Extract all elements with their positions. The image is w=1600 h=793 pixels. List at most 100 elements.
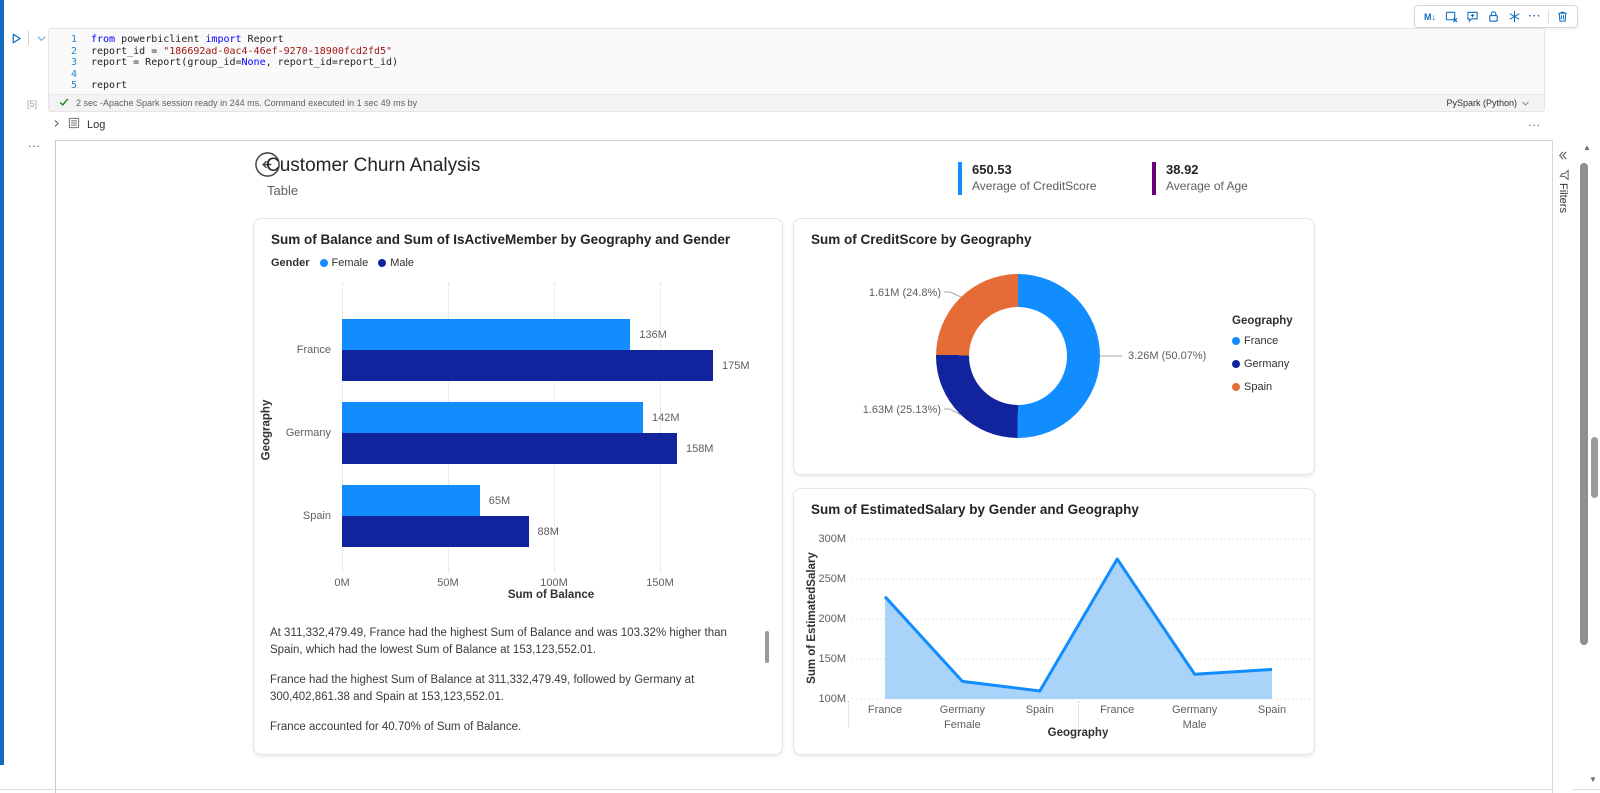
log-list-icon <box>68 117 80 132</box>
code-cell[interactable]: 1 from powerbiclient import Report 2 report… <box>48 28 1545 112</box>
bar-chart-legend: Gender Female Male <box>271 257 414 269</box>
bar-france-male[interactable] <box>342 350 713 381</box>
scroll-down-arrow[interactable]: ▼ <box>1589 775 1597 784</box>
kpi-card-creditscore[interactable]: 650.53 Average of CreditScore <box>958 162 1097 195</box>
x-gridline <box>660 283 661 573</box>
log-label[interactable]: Log <box>87 118 106 131</box>
scroll-up-arrow[interactable]: ▲ <box>1583 143 1591 152</box>
comment-add-icon[interactable] <box>1464 9 1480 25</box>
category-label-germany: Germany <box>285 427 331 439</box>
chevron-down-icon[interactable] <box>1521 99 1530 108</box>
filters-pane-collapsed: Filters <box>1553 140 1573 793</box>
x-category-label: Germany <box>1171 704 1218 716</box>
bar-chart-visual[interactable]: Sum of Balance and Sum of IsActiveMember… <box>253 218 783 755</box>
x-tick-label: 50M <box>437 577 459 589</box>
bar-y-axis-title: Geography <box>260 399 273 461</box>
x-tick-label: 0M <box>334 577 350 589</box>
lock-icon[interactable] <box>1485 9 1501 25</box>
code-line[interactable]: 5 report <box>49 80 1544 92</box>
x-group-label-female: Female <box>944 719 981 731</box>
bar-data-label: 175M <box>722 359 750 372</box>
kpi-label: Average of Age <box>1166 179 1248 193</box>
kpi-label: Average of CreditScore <box>972 179 1097 193</box>
bar-spain-female[interactable] <box>342 485 480 516</box>
delete-icon[interactable] <box>1554 9 1570 25</box>
active-cell-indicator <box>0 0 4 765</box>
bar-chart-title: Sum of Balance and Sum of IsActiveMember… <box>271 232 731 247</box>
x-category-label: France <box>1100 704 1135 716</box>
area-y-axis-title: Sum of EstimatedSalary <box>805 552 818 684</box>
run-cell-button[interactable] <box>8 30 24 46</box>
legend-label: Male <box>390 257 415 269</box>
back-button[interactable] <box>254 151 281 183</box>
x-category-label: Germany <box>939 704 986 716</box>
donut-chart-visual[interactable]: Sum of CreditScore by Geography 3.26M (5… <box>793 218 1315 475</box>
line-number: 2 <box>70 45 77 57</box>
bar-germany-female[interactable] <box>342 402 644 433</box>
x-category-label: France <box>867 704 903 716</box>
legend-item-germany[interactable]: Germany <box>1232 358 1293 370</box>
legend-item-spain[interactable]: Spain <box>1232 381 1293 393</box>
x-group-label-male: Male <box>1182 719 1207 731</box>
report-scrollbar-thumb[interactable] <box>1580 163 1588 645</box>
legend-label: Spain <box>1244 381 1273 393</box>
legend-dot-icon <box>319 259 328 267</box>
output-more-button[interactable]: ... <box>1528 115 1542 129</box>
report-page-name[interactable]: Table <box>267 183 299 198</box>
area-chart-visual[interactable]: Sum of EstimatedSalary by Gender and Geo… <box>793 488 1315 755</box>
code-line[interactable]: 2 report_id = "186692ad-0ac4-46ef-9270-18… <box>49 46 1544 58</box>
area-chart-title: Sum of EstimatedSalary by Gender and Geo… <box>811 502 1139 517</box>
kernel-language-selector[interactable]: PySpark (Python) <box>1446 98 1517 108</box>
y-tick-label: 300M <box>818 533 846 545</box>
code-line[interactable]: 1 from powerbiclient import Report <box>49 34 1544 46</box>
bar-x-axis-title: Sum of Balance <box>507 589 595 601</box>
donut-legend: Geography France Germany Spain <box>1232 315 1293 404</box>
bar-germany-male[interactable] <box>342 433 677 464</box>
clear-output-icon[interactable] <box>1443 9 1459 25</box>
donut-data-label-spain: 1.61M (24.8%) <box>868 287 941 299</box>
more-icon[interactable]: ··· <box>1528 11 1542 22</box>
bar-spain-male[interactable] <box>342 516 529 547</box>
legend-item-male[interactable]: Male <box>378 257 414 269</box>
bar-france-female[interactable] <box>342 319 631 350</box>
axis-separator <box>1078 701 1079 727</box>
markdown-convert-icon[interactable]: M↓ <box>1424 11 1436 22</box>
run-options-chevron-icon[interactable] <box>33 30 49 46</box>
legend-title: Gender <box>271 257 310 269</box>
code-line[interactable]: 4 <box>49 69 1544 81</box>
insight-paragraph: At 311,332,479.49, France had the highes… <box>270 627 727 656</box>
area-series[interactable] <box>794 489 1315 755</box>
divider <box>28 31 29 45</box>
filters-pane-label[interactable]: Filters <box>1557 183 1569 213</box>
narrative-scrollbar-thumb[interactable] <box>765 631 769 663</box>
freeze-icon[interactable] <box>1506 9 1522 25</box>
code-editor[interactable]: 1 from powerbiclient import Report 2 report… <box>49 29 1544 92</box>
axis-separator <box>848 701 849 727</box>
kpi-card-age[interactable]: 38.92 Average of Age <box>1152 162 1248 195</box>
kpi-accent-bar <box>958 162 962 195</box>
bar-data-label: 88M <box>537 525 559 538</box>
cell-status-bar: 2 sec -Apache Spark session ready in 244… <box>49 94 1544 111</box>
cell-status-text: 2 sec -Apache Spark session ready in 244… <box>76 98 418 108</box>
bar-data-label: 136M <box>639 328 667 341</box>
line-number: 5 <box>70 80 77 92</box>
filter-icon[interactable] <box>1554 169 1572 181</box>
page-scrollbar-thumb[interactable] <box>1591 437 1598 498</box>
donut-chart-title: Sum of CreditScore by Geography <box>811 232 1032 247</box>
x-category-label: Spain <box>1025 704 1054 716</box>
legend-item-france[interactable]: France <box>1232 335 1293 347</box>
legend-dot-icon <box>1232 383 1240 391</box>
expand-pane-icon[interactable] <box>1557 148 1568 166</box>
cell-left-more-button[interactable]: ... <box>28 136 42 150</box>
kpi-value: 650.53 <box>972 162 1012 177</box>
legend-dot-icon <box>1232 360 1240 368</box>
legend-title: Geography <box>1232 315 1293 327</box>
legend-label: France <box>1244 335 1279 347</box>
legend-label: Germany <box>1244 358 1290 370</box>
bar-data-label: 158M <box>685 442 714 455</box>
bar-data-label: 65M <box>488 494 511 507</box>
legend-item-female[interactable]: Female <box>319 257 368 269</box>
log-expand-chevron-icon[interactable] <box>52 119 61 131</box>
code-line[interactable]: 3 report = Report(group_id=None, report_i… <box>49 57 1544 69</box>
kpi-accent-bar <box>1152 162 1156 195</box>
